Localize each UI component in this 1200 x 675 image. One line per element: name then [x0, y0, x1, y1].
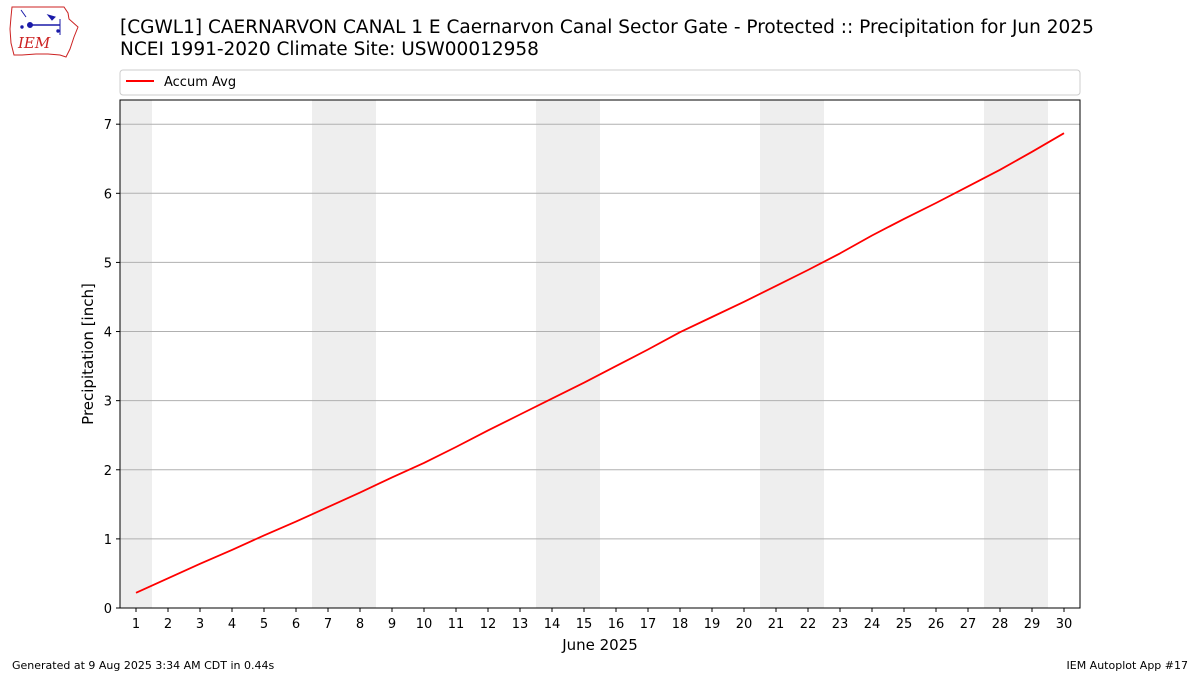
weekend-band-day-21	[760, 100, 792, 608]
x-axis-label: June 2025	[561, 636, 638, 654]
weekend-band-day-28	[984, 100, 1016, 608]
y-axis: 0 1 2 3 4 5 6 7	[104, 118, 120, 617]
x-tick-label-21: 21	[768, 617, 785, 632]
x-tick-label-18: 18	[672, 617, 689, 632]
plot-frame	[119, 99, 1081, 609]
x-tick-label-25: 25	[896, 617, 913, 632]
x-tick-label-10: 10	[416, 617, 433, 632]
legend-box	[119, 69, 1081, 96]
x-tick-label-13: 13	[512, 617, 529, 632]
x-tick-label-20: 20	[736, 617, 753, 632]
weekend-band-day-14	[536, 100, 568, 608]
weekend-band-day-22	[792, 100, 824, 608]
weekend-band-day-29	[1016, 100, 1048, 608]
chart-title: [CGWL1] CAERNARVON CANAL 1 E Caernarvon …	[120, 17, 1094, 38]
y-tick-label-4: 4	[104, 326, 112, 341]
logo-text: IEM	[17, 34, 51, 52]
x-tick-label-28: 28	[992, 617, 1009, 632]
weekend-bands	[120, 100, 1048, 608]
x-tick-label-7: 7	[324, 617, 332, 632]
y-tick-label-2: 2	[104, 464, 112, 479]
x-tick-label-3: 3	[196, 617, 204, 632]
x-tick-label-30: 30	[1056, 617, 1073, 632]
legend: Accum Avg	[119, 69, 1081, 96]
x-tick-label-4: 4	[228, 617, 236, 632]
weather-station-icon	[20, 9, 61, 35]
x-tick-label-19: 19	[704, 617, 721, 632]
legend-entry-accum-avg: Accum Avg	[164, 75, 236, 90]
x-tick-label-12: 12	[480, 617, 497, 632]
x-tick-label-27: 27	[960, 617, 977, 632]
x-tick-label-6: 6	[292, 617, 300, 632]
x-tick-label-16: 16	[608, 617, 625, 632]
x-tick-label-9: 9	[388, 617, 396, 632]
weekend-band-day-1	[120, 100, 152, 608]
app-credit: IEM Autoplot App #17	[1066, 659, 1189, 672]
x-tick-label-1: 1	[132, 617, 140, 632]
x-tick-label-11: 11	[448, 617, 465, 632]
x-tick-label-22: 22	[800, 617, 817, 632]
iem-logo: IEM	[9, 6, 79, 58]
x-tick-label-24: 24	[864, 617, 881, 632]
y-axis-label: Precipitation [inch]	[79, 283, 97, 425]
y-tick-label-0: 0	[104, 602, 112, 617]
x-tick-label-15: 15	[576, 617, 593, 632]
x-tick-label-26: 26	[928, 617, 945, 632]
x-tick-label-14: 14	[544, 617, 561, 632]
series-line-0	[135, 132, 1065, 594]
generated-timestamp: Generated at 9 Aug 2025 3:34 AM CDT in 0…	[12, 659, 275, 672]
x-axis: 1 2 3 4 5 6 7 8 9 10 11 12 13 14 15 16 17 18 19 20 21 22 23 24 2…	[132, 608, 1072, 632]
x-tick-label-17: 17	[640, 617, 657, 632]
y-tick-label-7: 7	[104, 118, 112, 133]
y-tick-label-3: 3	[104, 395, 112, 410]
x-tick-label-2: 2	[164, 617, 172, 632]
y-tick-label-6: 6	[104, 187, 112, 202]
x-tick-label-29: 29	[1024, 617, 1041, 632]
weekend-band-day-8	[344, 100, 376, 608]
chart-subtitle: NCEI 1991-2020 Climate Site: USW00012958	[120, 39, 539, 60]
series-group	[135, 132, 1065, 594]
weekend-band-day-15	[568, 100, 600, 608]
weekend-band-day-7	[312, 100, 344, 608]
y-tick-label-1: 1	[104, 533, 112, 548]
x-tick-label-5: 5	[260, 617, 268, 632]
x-tick-label-23: 23	[832, 617, 849, 632]
x-tick-label-8: 8	[356, 617, 364, 632]
y-tick-label-5: 5	[104, 256, 112, 271]
